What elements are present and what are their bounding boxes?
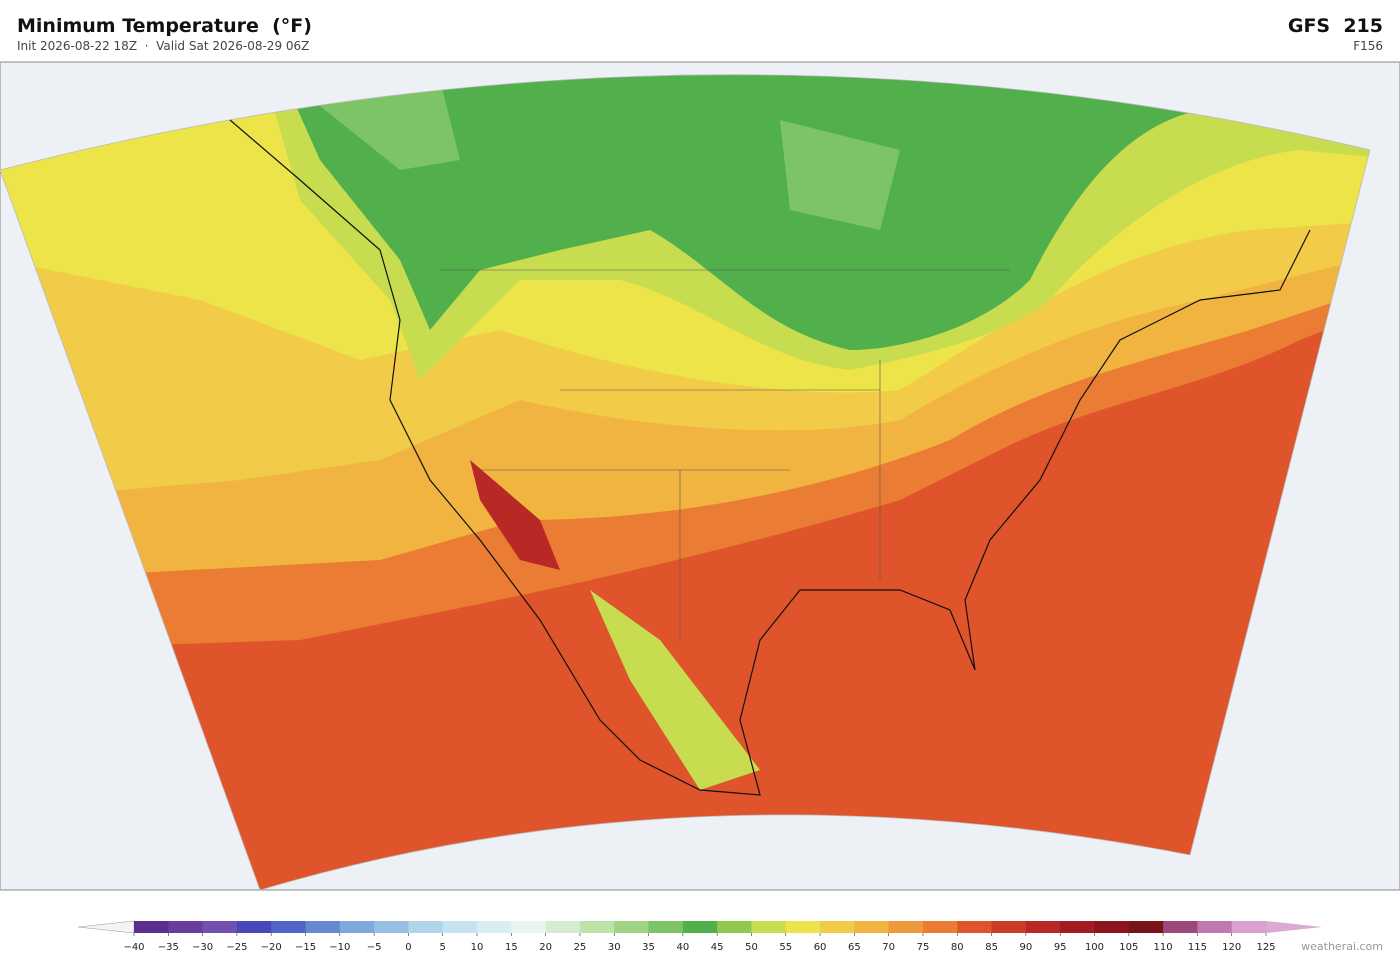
colorbar-segment bbox=[1128, 921, 1164, 933]
colorbar-segment bbox=[717, 921, 752, 933]
colorbar-tick-label: 110 bbox=[1154, 942, 1173, 953]
coastline bbox=[229, 119, 1311, 796]
colorbar-segment bbox=[957, 921, 993, 933]
colorbar-segment bbox=[511, 921, 547, 933]
colorbar-tick-label: −40 bbox=[123, 942, 144, 953]
colorbar-segment bbox=[168, 921, 204, 933]
colorbar-tick-label: −20 bbox=[261, 942, 282, 953]
colorbar-tick-label: 10 bbox=[471, 942, 484, 953]
colorbar-tick-label: −25 bbox=[226, 942, 247, 953]
colorbar-tick-label: 15 bbox=[505, 942, 518, 953]
colorbar-tick-label: 25 bbox=[574, 942, 587, 953]
colorbar-segment bbox=[751, 921, 787, 933]
colorbar-segment bbox=[1231, 921, 1267, 933]
colorbar: −40 −35 −30 −25 −20 −15 −10 −5 0 5 10 15 20 25 30 35 40 4… bbox=[77, 920, 1322, 953]
colorbar-tick-label: 75 bbox=[917, 942, 930, 953]
colorbar-segment bbox=[408, 921, 444, 933]
colorbar-tick-label: −30 bbox=[192, 942, 213, 953]
colorbar-segment bbox=[477, 921, 512, 933]
colorbar-tick-label: 105 bbox=[1119, 942, 1138, 953]
colorbar-tick-label: 35 bbox=[642, 942, 655, 953]
colorbar-segment bbox=[888, 921, 924, 933]
colorbar-tick-label: 45 bbox=[711, 942, 724, 953]
forecast-hour: F156 bbox=[1353, 39, 1383, 53]
colorbar-segment bbox=[785, 921, 821, 933]
colorbar-tick-label: 125 bbox=[1256, 942, 1275, 953]
colorbar-tick-label: −5 bbox=[367, 942, 382, 953]
colorbar-segment bbox=[614, 921, 650, 933]
colorbar-tick-label: 70 bbox=[882, 942, 895, 953]
colorbar-tick-label: 20 bbox=[539, 942, 552, 953]
colorbar-segment bbox=[854, 921, 890, 933]
colorbar-segment bbox=[648, 921, 684, 933]
colorbar-tick-label: 95 bbox=[1054, 942, 1067, 953]
colorbar-segment bbox=[202, 921, 238, 933]
credit: weatherai.com bbox=[1301, 940, 1383, 953]
colorbar-segment bbox=[545, 921, 581, 933]
colorbar-tick-label: 115 bbox=[1188, 942, 1207, 953]
colorbar-segment bbox=[1094, 921, 1130, 933]
colorbar-segment bbox=[682, 921, 718, 933]
colorbar-tick-label: 60 bbox=[814, 942, 827, 953]
colorbar-segment bbox=[442, 921, 478, 933]
colorbar-segment bbox=[134, 921, 169, 933]
colorbar-segment bbox=[339, 921, 375, 933]
colorbar-tick-label: 90 bbox=[1020, 942, 1033, 953]
colorbar-tick-label: −10 bbox=[329, 942, 350, 953]
colorbar-tick-label: 120 bbox=[1222, 942, 1241, 953]
colorbar-tick-label: 100 bbox=[1085, 942, 1104, 953]
colorbar-segment bbox=[991, 921, 1027, 933]
colorbar-under bbox=[77, 920, 135, 934]
colorbar-tick-label: 85 bbox=[985, 942, 998, 953]
colorbar-tick-label: 30 bbox=[608, 942, 621, 953]
colorbar-tick-label: 80 bbox=[951, 942, 964, 953]
map-title: Minimum Temperature (°F) bbox=[17, 15, 312, 37]
colorbar-segment bbox=[1163, 921, 1198, 933]
state-borders bbox=[440, 269, 1010, 640]
colorbar-segment bbox=[922, 921, 958, 933]
colorbar-tick-label: 0 bbox=[405, 942, 411, 953]
colorbar-tick-label: 65 bbox=[848, 942, 861, 953]
colorbar-segment bbox=[271, 921, 307, 933]
colorbar-segment bbox=[820, 921, 855, 933]
map-background bbox=[0, 61, 1400, 891]
colorbar-tick-label: −15 bbox=[295, 942, 316, 953]
colorbar-tick-label: 5 bbox=[440, 942, 446, 953]
colorbar-over bbox=[1266, 921, 1322, 933]
colorbar-segment bbox=[1025, 921, 1061, 933]
model-label: GFS 215 bbox=[1287, 15, 1383, 37]
map-subtitle: Init 2026-08-22 18Z · Valid Sat 2026-08-… bbox=[17, 39, 310, 53]
colorbar-tick-label: 40 bbox=[676, 942, 689, 953]
colorbar-segment bbox=[1060, 921, 1095, 933]
colorbar-segment bbox=[579, 921, 615, 933]
temperature-field bbox=[0, 74, 1370, 891]
colorbar-segment bbox=[374, 921, 409, 933]
colorbar-segment bbox=[1197, 921, 1233, 933]
colorbar-tick-label: 50 bbox=[745, 942, 758, 953]
colorbar-tick-label: −35 bbox=[158, 942, 179, 953]
colorbar-segment bbox=[305, 921, 341, 933]
domain-outline bbox=[0, 74, 1371, 891]
colorbar-segment bbox=[236, 921, 272, 933]
colorbar-tick-label: 55 bbox=[779, 942, 792, 953]
